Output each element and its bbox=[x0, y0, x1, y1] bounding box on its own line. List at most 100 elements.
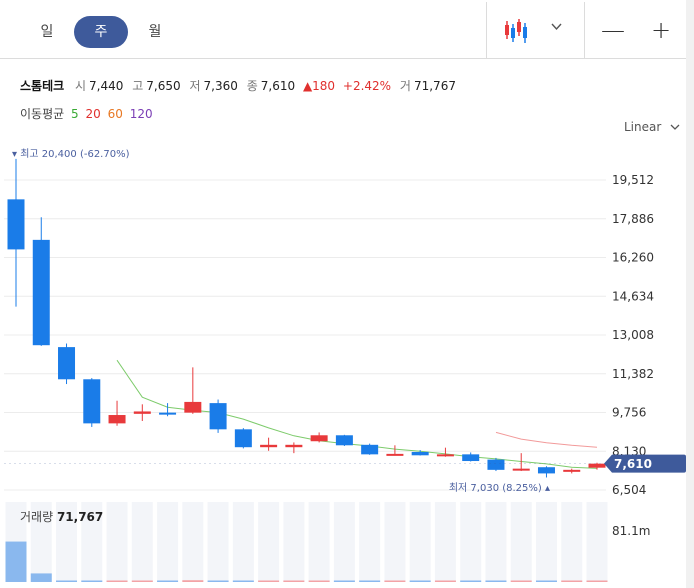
candle bbox=[108, 400, 126, 426]
candle bbox=[588, 462, 606, 470]
y-tick-label: 19,512 bbox=[612, 173, 654, 187]
candle bbox=[512, 453, 530, 472]
candle bbox=[411, 450, 429, 456]
candle-body bbox=[462, 454, 480, 462]
close-value: 7,610 bbox=[260, 79, 296, 93]
high-value: 7,650 bbox=[146, 79, 181, 93]
candle bbox=[361, 443, 379, 455]
volume-column-bg bbox=[586, 502, 608, 582]
volume-bar bbox=[56, 580, 78, 582]
volume-column-bg bbox=[384, 502, 406, 582]
high-label: 고 bbox=[132, 79, 144, 93]
candle bbox=[462, 452, 480, 462]
price-summary: 스톰테크 시 7,440 고 7,650 저 7,360 종 7,610 ▲180 +2… bbox=[20, 77, 456, 94]
volume-bar bbox=[258, 580, 280, 582]
volume-column-bg bbox=[359, 502, 381, 582]
chevron-down-icon[interactable] bbox=[551, 23, 562, 31]
volume-column-bg bbox=[157, 502, 179, 582]
candle-body bbox=[436, 454, 454, 457]
tab-week[interactable]: 주 bbox=[74, 16, 128, 48]
volume-column-bg bbox=[258, 502, 280, 582]
candle bbox=[133, 404, 151, 421]
moving-average-legend[interactable]: 이동평균 5 20 60 120 bbox=[20, 105, 156, 122]
volume-column-bg bbox=[333, 502, 355, 582]
open-label: 시 bbox=[75, 79, 87, 93]
volume-column-bg bbox=[232, 502, 254, 582]
tab-month[interactable]: 월 bbox=[148, 24, 162, 40]
candle-body bbox=[310, 435, 328, 442]
volume-bar bbox=[157, 580, 179, 582]
candle-body bbox=[361, 444, 379, 455]
scale-mode-label: Linear bbox=[624, 120, 662, 134]
candle bbox=[32, 217, 50, 346]
candle-body bbox=[386, 453, 404, 456]
candle-body bbox=[58, 347, 76, 380]
volume-axis-label: 81.1m bbox=[612, 524, 650, 538]
volume-bar bbox=[283, 580, 305, 582]
volume-column-bg bbox=[485, 502, 507, 582]
volume-panel-title: 거래량 bbox=[20, 510, 54, 524]
volume-bar bbox=[81, 580, 103, 582]
y-tick-label: 14,634 bbox=[612, 289, 654, 303]
volume-column-bg bbox=[131, 502, 153, 582]
candle bbox=[159, 403, 177, 417]
tab-day[interactable]: 일 bbox=[40, 24, 54, 40]
volume-column-bg bbox=[56, 502, 78, 582]
volume-column-bg bbox=[30, 502, 52, 582]
volume-column-bg bbox=[460, 502, 482, 582]
stock-name: 스톰테크 bbox=[20, 79, 65, 93]
candle bbox=[285, 442, 303, 454]
volume-bar bbox=[5, 541, 27, 582]
volume-bar bbox=[232, 580, 254, 582]
candle bbox=[386, 445, 404, 456]
close-label: 종 bbox=[246, 79, 258, 93]
candle bbox=[260, 437, 278, 451]
candle-body bbox=[159, 412, 177, 415]
last-price-tag bbox=[604, 454, 686, 473]
change-percent: +2.42% bbox=[342, 79, 392, 93]
volume-bar bbox=[182, 580, 204, 582]
y-tick-label: 9,756 bbox=[612, 406, 646, 420]
volume-bar bbox=[434, 580, 456, 582]
volume-bar bbox=[460, 580, 482, 582]
volume-column-bg bbox=[434, 502, 456, 582]
candle-body bbox=[234, 429, 252, 448]
ma-5-label: 5 bbox=[71, 107, 79, 121]
candlestick-icon[interactable] bbox=[504, 18, 530, 44]
candle bbox=[58, 343, 76, 385]
ma-120-label: 120 bbox=[129, 107, 153, 121]
candle bbox=[184, 367, 202, 414]
candle-body bbox=[83, 379, 101, 424]
candle bbox=[537, 466, 555, 478]
volume-column-bg bbox=[81, 502, 103, 582]
change-value: ▲180 bbox=[302, 79, 336, 93]
volume-label: 거 bbox=[399, 79, 411, 93]
volume-panel-label: 거래량 71,767 bbox=[20, 508, 103, 525]
toolbar-divider bbox=[584, 2, 585, 58]
y-tick-label: 13,008 bbox=[612, 328, 654, 342]
candle-body bbox=[184, 401, 202, 413]
zoom-in-button[interactable]: + bbox=[650, 16, 672, 44]
candle-body bbox=[7, 199, 25, 250]
candle bbox=[7, 158, 25, 307]
candle bbox=[310, 432, 328, 443]
scale-mode-selector[interactable]: Linear bbox=[624, 120, 680, 134]
ma-20-label: 20 bbox=[85, 107, 101, 121]
low-value: 7,360 bbox=[203, 79, 238, 93]
volume-bar bbox=[106, 580, 128, 582]
candle-body bbox=[335, 435, 353, 446]
zoom-out-button[interactable]: — bbox=[601, 16, 625, 44]
chart-toolbar: 일 주 월 — + bbox=[0, 0, 686, 59]
volume-column-bg bbox=[106, 502, 128, 582]
volume-bar bbox=[30, 573, 52, 582]
y-tick-label: 17,886 bbox=[612, 212, 654, 226]
candle-body bbox=[108, 415, 126, 424]
candle bbox=[234, 428, 252, 449]
candle bbox=[563, 468, 581, 474]
max-price-annotation: ▾ 최고 20,400 (-62.70%) bbox=[12, 148, 130, 160]
candle-body bbox=[588, 463, 606, 468]
moving-average-label: 이동평균 bbox=[20, 107, 65, 121]
page-scrollbar[interactable] bbox=[686, 0, 694, 588]
candle-body bbox=[209, 403, 227, 430]
